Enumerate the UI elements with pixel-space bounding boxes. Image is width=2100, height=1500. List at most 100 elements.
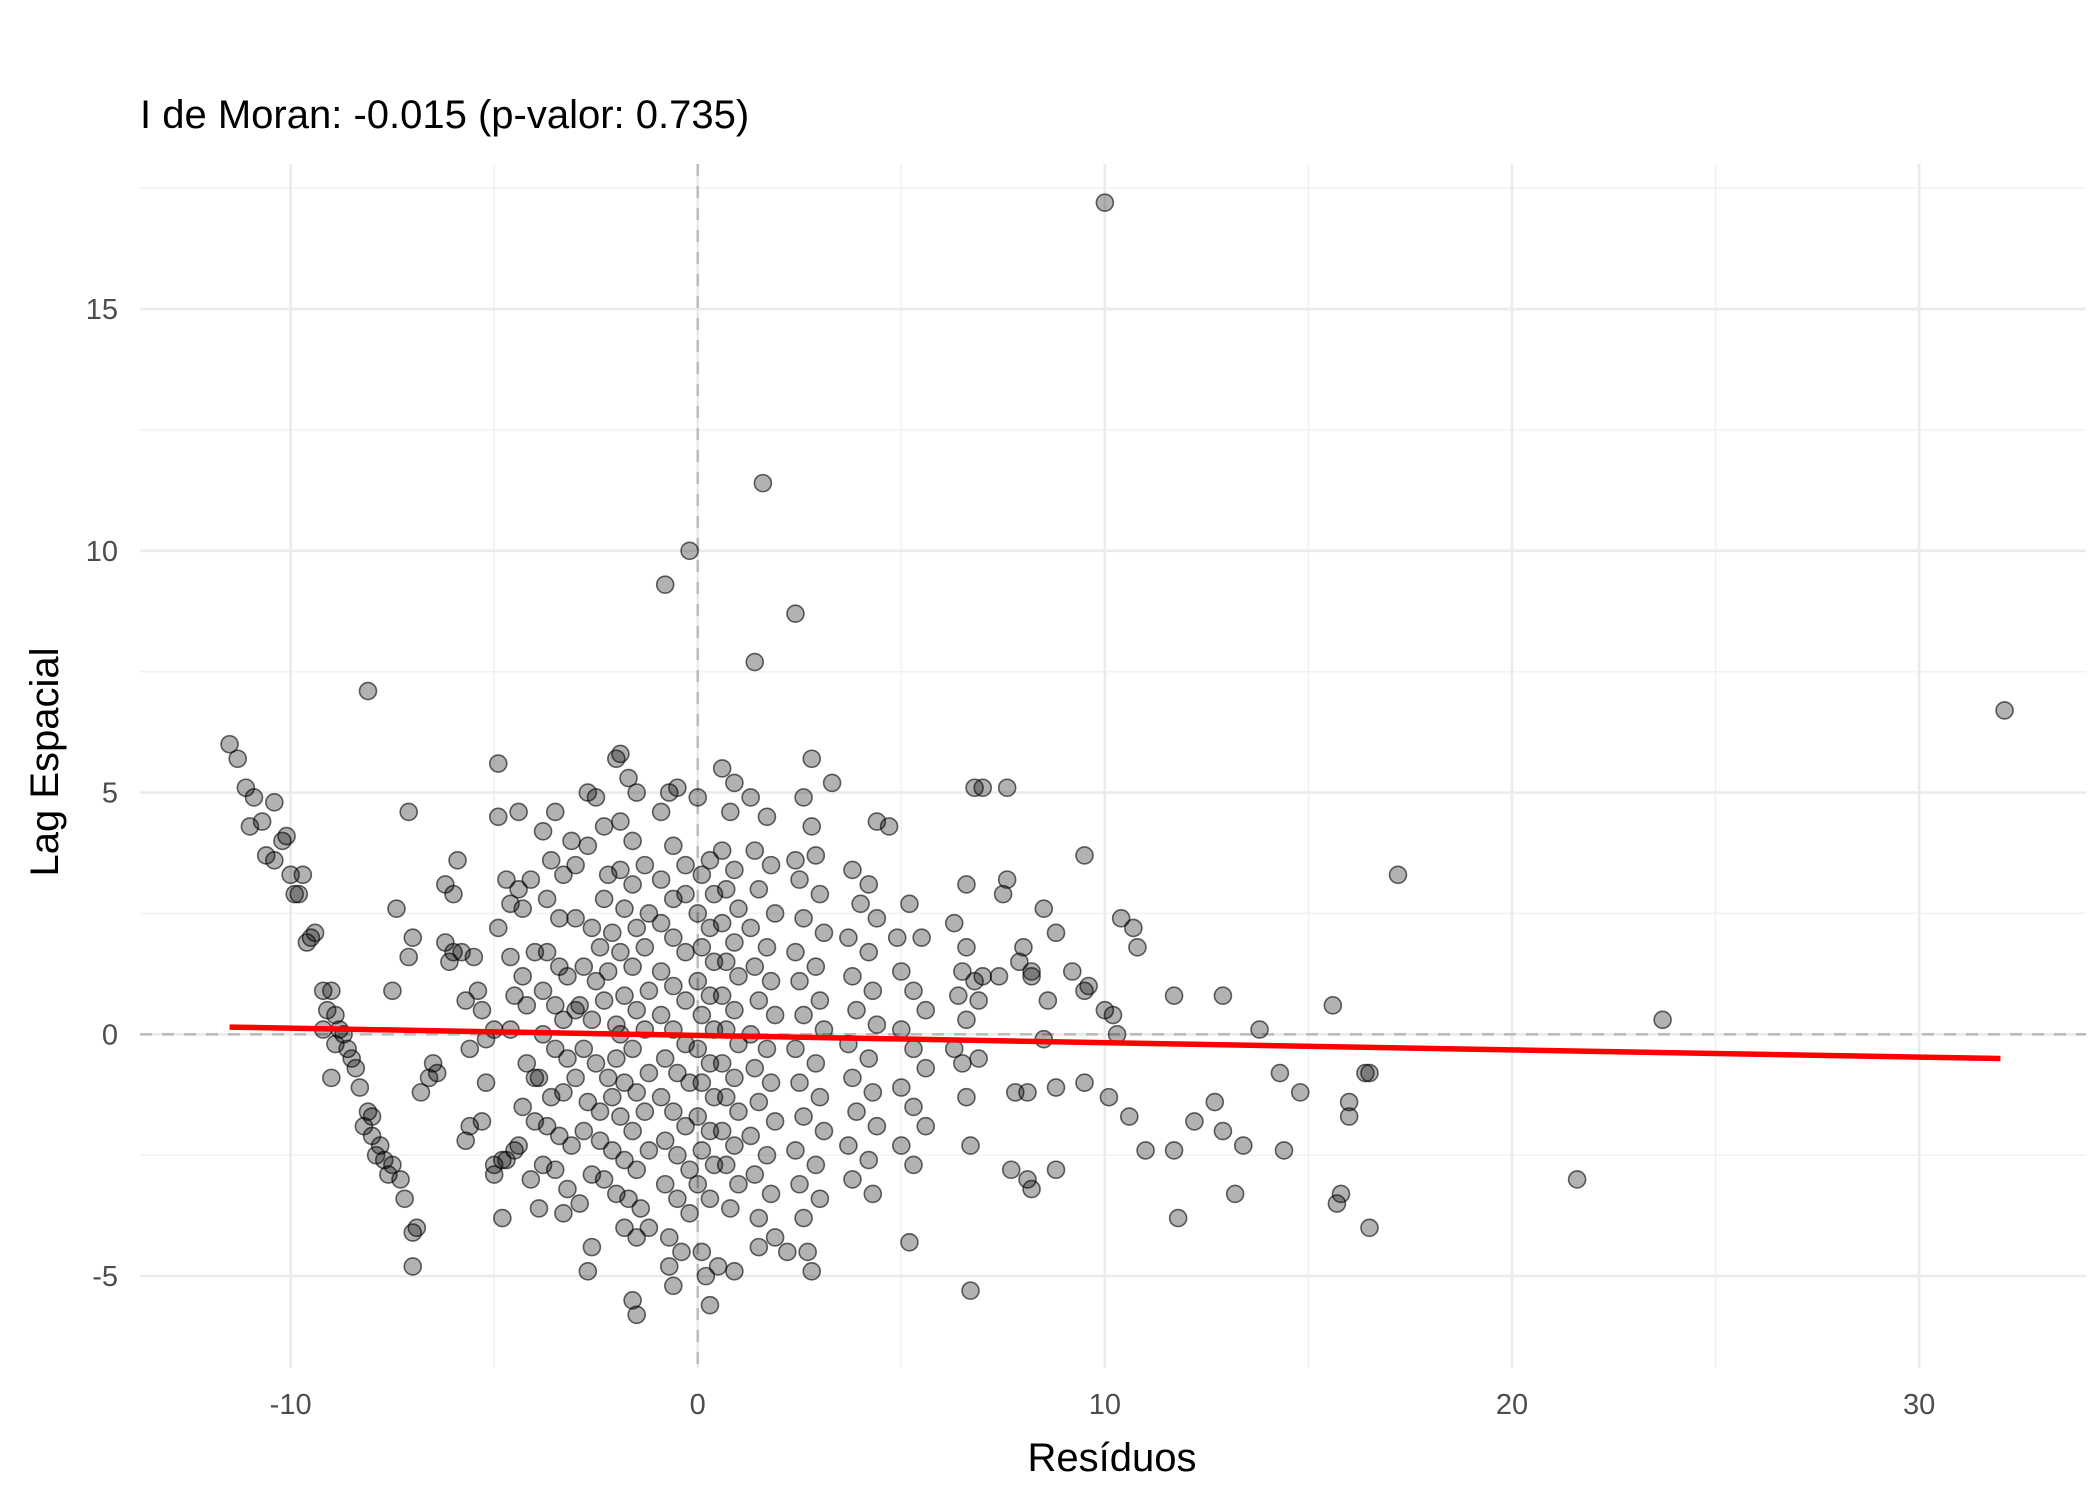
data-point [745, 652, 765, 672]
x-tick-label: -10 [270, 1389, 312, 1421]
data-point [1213, 986, 1233, 1005]
data-point [794, 909, 813, 928]
data-point [1095, 193, 1115, 212]
data-point [765, 904, 785, 923]
data-point [953, 1054, 972, 1073]
data-point [1250, 1020, 1269, 1039]
data-point [1339, 1092, 1359, 1112]
data-point [867, 909, 887, 928]
reference-lines [140, 164, 2086, 1368]
data-point [745, 1165, 765, 1184]
data-point [810, 991, 830, 1010]
x-tick-label: 20 [1496, 1389, 1528, 1421]
data-point [619, 1189, 638, 1209]
data-point [802, 1261, 822, 1281]
data-point [753, 473, 773, 493]
data-point [513, 1097, 532, 1117]
data-point [696, 1266, 716, 1286]
data-point [659, 1228, 679, 1247]
data-point [1356, 1063, 1375, 1083]
data-point [623, 875, 642, 894]
data-point [468, 981, 488, 1001]
data-point [566, 909, 585, 928]
data-point [863, 981, 883, 1001]
data-point [1339, 1107, 1359, 1126]
data-point [639, 1063, 659, 1083]
data-point [623, 1121, 642, 1141]
data-point [1010, 952, 1029, 972]
data-point [843, 1068, 862, 1088]
data-point [582, 1237, 602, 1257]
data-point [611, 942, 630, 962]
data-point [545, 802, 565, 822]
data-point [1046, 1078, 1066, 1097]
data-point [786, 850, 805, 870]
data-point [1014, 938, 1033, 957]
data-point [594, 889, 614, 909]
data-point [550, 1126, 569, 1146]
data-point [716, 952, 736, 972]
data-point [953, 962, 972, 981]
data-point [969, 991, 988, 1010]
data-point [582, 1010, 602, 1030]
data-point [961, 1136, 980, 1155]
data-point [488, 918, 508, 938]
data-point [790, 1073, 809, 1093]
data-point [664, 928, 683, 947]
data-point [509, 802, 528, 822]
data-point [623, 957, 642, 976]
data-point [798, 1242, 817, 1262]
data-point [562, 831, 581, 851]
data-point [537, 1116, 557, 1136]
data-point [692, 938, 712, 957]
data-point [578, 1261, 598, 1281]
data-point [729, 1174, 748, 1194]
data-point [712, 986, 732, 1005]
data-point [712, 759, 732, 778]
data-point [541, 850, 561, 870]
data-point [623, 831, 642, 851]
data-point [594, 1170, 614, 1189]
data-point [586, 1054, 606, 1073]
data-point [741, 788, 760, 807]
data-point [244, 788, 264, 807]
data-point [839, 928, 858, 947]
y-tick-label: 10 [86, 536, 118, 568]
data-point [989, 967, 1009, 986]
data-point [1327, 1194, 1347, 1213]
data-point [802, 749, 822, 769]
points-layer [220, 193, 2014, 1325]
data-point [859, 1049, 879, 1068]
x-tick-label: 30 [1903, 1389, 1935, 1421]
data-point [1018, 1083, 1037, 1102]
y-axis-title: Lag Espacial [23, 647, 67, 876]
data-point [790, 1174, 809, 1194]
data-point [761, 971, 781, 991]
data-point [615, 986, 634, 1005]
data-point [602, 923, 622, 943]
data-point [1075, 1073, 1094, 1093]
data-point [423, 1054, 443, 1073]
data-point [757, 807, 777, 827]
y-tick-label: 15 [86, 294, 118, 326]
data-point [537, 889, 557, 909]
data-point [574, 957, 594, 976]
data-point [1136, 1141, 1155, 1160]
y-tick-label: -5 [92, 1261, 118, 1293]
data-point [757, 1039, 777, 1059]
data-point [615, 1150, 634, 1170]
data-point [1323, 996, 1343, 1015]
data-point [570, 996, 589, 1015]
data-point [741, 918, 760, 938]
data-point [786, 1141, 805, 1160]
data-point [725, 1136, 744, 1155]
data-point [639, 904, 659, 923]
data-point [586, 971, 606, 991]
data-point [611, 812, 630, 831]
data-point [598, 962, 618, 981]
data-point [578, 836, 598, 856]
data-point [578, 1092, 598, 1112]
data-point [765, 1112, 785, 1131]
data-point [411, 1083, 431, 1102]
minor-gridlines [140, 164, 2086, 1368]
